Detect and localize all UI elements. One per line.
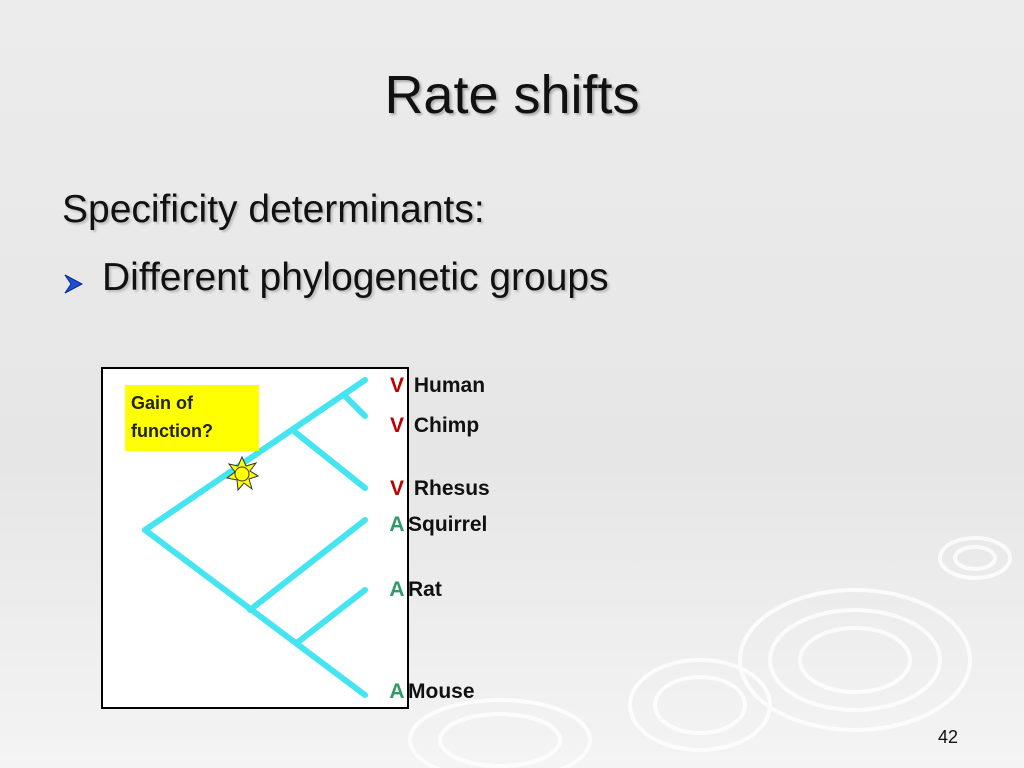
species: Rhesus [413, 477, 490, 500]
heading: Specificity determinants: [62, 188, 485, 231]
species: Mouse [408, 680, 475, 703]
sun-icon [225, 455, 260, 492]
leaf: A Rat [386, 578, 442, 602]
leaf: V Chimp [386, 414, 479, 438]
residue: V [389, 477, 404, 500]
residue: A [389, 578, 405, 601]
bullet-arrow [64, 274, 84, 294]
residue: A [389, 680, 405, 703]
leaf: A Mouse [386, 680, 475, 704]
page-number: 42 [938, 727, 959, 747]
leaf: A Squirrel [386, 513, 487, 537]
species: Chimp [413, 414, 480, 437]
leaf: V Human [386, 374, 485, 398]
residue: V [389, 374, 404, 397]
title: Rate shifts [384, 65, 640, 125]
species: Human [413, 374, 486, 397]
leaf: V Rhesus [386, 477, 490, 501]
residue: A [389, 513, 405, 536]
bullet: Different phylogenetic groups [102, 256, 609, 299]
residue: V [389, 414, 404, 437]
species: Squirrel [408, 513, 488, 536]
tree [142, 377, 368, 698]
species: Rat [408, 578, 442, 601]
note: Gain of function? [125, 385, 259, 451]
